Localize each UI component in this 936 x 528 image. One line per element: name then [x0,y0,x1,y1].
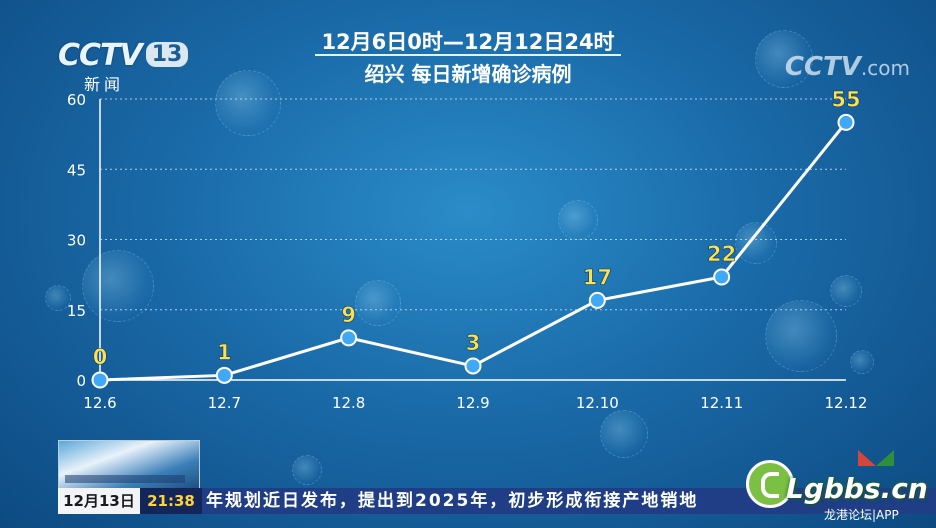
data-label: 1 [217,340,232,364]
ticker-time: 21:38 [140,488,202,514]
ticker-text: 年规划近日发布，提出到2025年，初步形成衔接产地销地 [206,491,699,511]
virus-decoration [600,410,648,458]
data-label: 0 [93,345,108,369]
ticker-date: 12月13日 [58,488,140,514]
x-tick-label: 12.10 [576,394,619,412]
watermark-subtitle: 龙港论坛|APP [824,508,899,522]
cctv-com-suffix: .com [860,56,910,80]
y-tick-label: 30 [67,232,86,250]
data-point [837,113,855,131]
x-tick-label: 12.9 [456,394,489,412]
virus-decoration [558,200,598,240]
x-tick-label: 12.8 [332,394,365,412]
data-label: 9 [341,303,356,327]
virus-decoration [850,350,874,374]
channel-number: 13 [145,42,189,67]
forum-logo-icon [746,460,794,508]
x-tick-label: 12.12 [825,394,868,412]
y-tick-label: 15 [67,302,86,320]
chart-title-date-range: 12月6日0时—12月12日24时 [321,30,615,54]
cctv-com-mark: CCTV [784,52,861,82]
book-icon [858,450,894,466]
data-point [588,291,606,309]
data-point [340,329,358,347]
data-point [215,366,233,384]
news-label: 新闻 [84,75,125,94]
watermark-site: Lgbbs.cn [786,472,928,505]
virus-decoration [765,300,837,372]
virus-decoration [735,222,777,264]
y-tick-label: 45 [67,161,86,179]
virus-decoration [755,30,813,88]
cctv-com-watermark: CCTV.com [785,52,910,82]
y-tick-label: 0 [76,372,86,390]
data-point [91,371,109,389]
virus-decoration [292,455,322,485]
data-label: 17 [583,265,612,289]
x-tick-label: 12.6 [83,394,116,412]
forum-watermark: Lgbbs.cn 龙港论坛|APP [746,448,928,522]
virus-decoration [830,275,862,307]
x-tick-label: 12.11 [700,394,743,412]
virus-decoration [355,280,401,326]
data-label: 22 [707,242,736,266]
title-divider [315,54,621,56]
news-thumbnail [58,440,200,490]
y-tick-label: 60 [67,91,86,109]
data-point [464,357,482,375]
cctv13-logo: CCTV 13 新闻 [58,38,189,95]
data-point [713,268,731,286]
chart-title: 绍兴 每日新增确诊病例 [364,62,572,86]
virus-decoration [215,70,281,136]
cctv-logo-mark: CCTV [58,38,143,73]
data-label: 55 [831,87,860,111]
virus-decoration [45,285,71,311]
x-tick-label: 12.7 [208,394,241,412]
data-label: 3 [466,331,481,355]
